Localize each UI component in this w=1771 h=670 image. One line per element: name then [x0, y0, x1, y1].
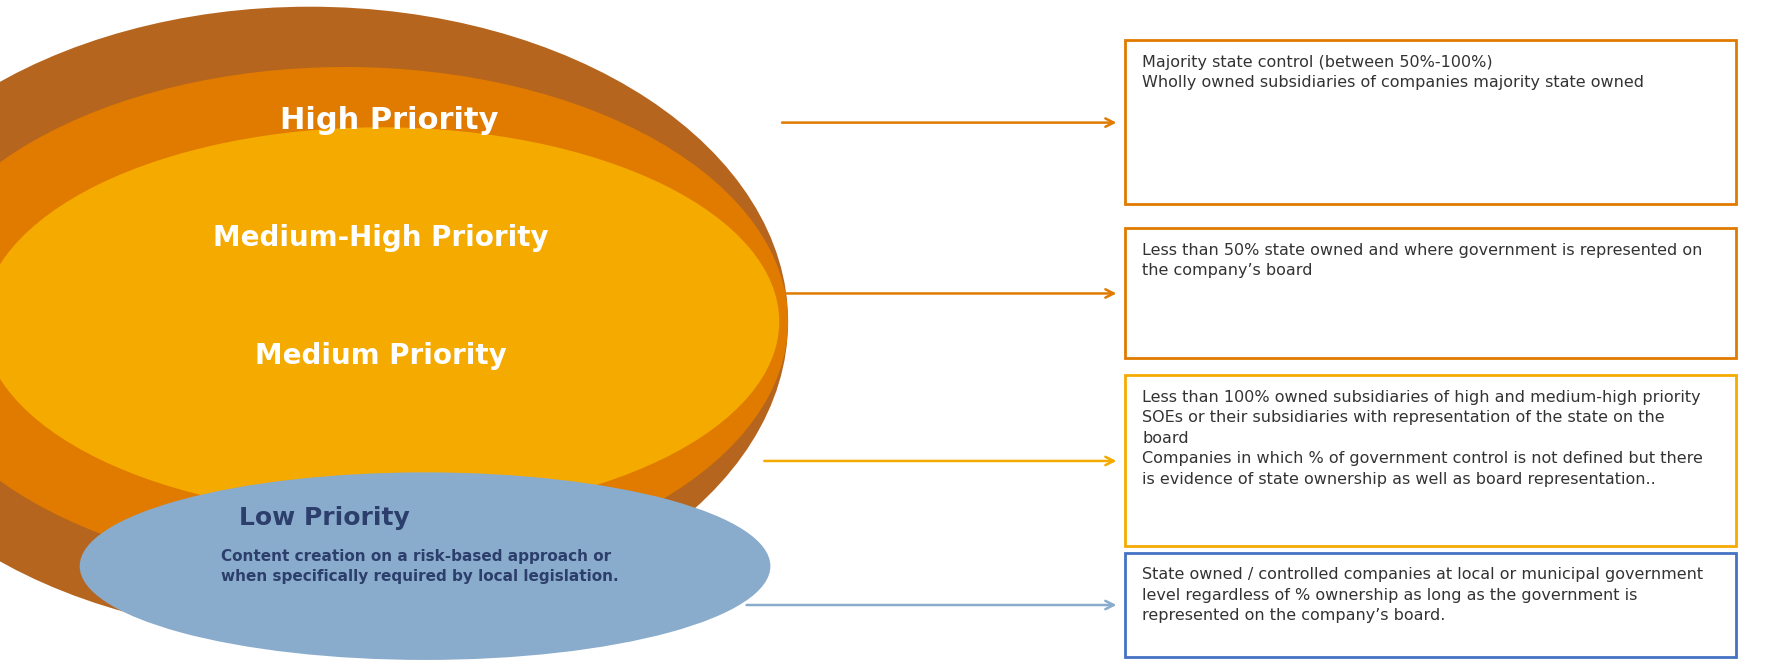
Text: Medium-High Priority: Medium-High Priority: [213, 224, 549, 252]
FancyBboxPatch shape: [1125, 553, 1736, 657]
Ellipse shape: [80, 472, 770, 660]
FancyBboxPatch shape: [1125, 40, 1736, 204]
Text: Majority state control (between 50%-100%)
Wholly owned subsidiaries of companies: Majority state control (between 50%-100%…: [1142, 55, 1643, 90]
Ellipse shape: [0, 7, 788, 636]
FancyBboxPatch shape: [1125, 375, 1736, 546]
Text: Less than 50% state owned and where government is represented on
the company’s b: Less than 50% state owned and where gove…: [1142, 243, 1702, 278]
FancyBboxPatch shape: [1125, 228, 1736, 358]
Text: High Priority: High Priority: [280, 106, 499, 135]
Text: State owned / controlled companies at local or municipal government
level regard: State owned / controlled companies at lo…: [1142, 567, 1704, 623]
Text: Less than 100% owned subsidiaries of high and medium-high priority
SOEs or their: Less than 100% owned subsidiaries of hig…: [1142, 390, 1704, 486]
Ellipse shape: [0, 67, 788, 576]
Text: Content creation on a risk-based approach or
when specifically required by local: Content creation on a risk-based approac…: [221, 549, 620, 584]
Text: Low Priority: Low Priority: [239, 506, 409, 530]
Text: Medium Priority: Medium Priority: [255, 342, 507, 371]
Ellipse shape: [0, 127, 779, 516]
